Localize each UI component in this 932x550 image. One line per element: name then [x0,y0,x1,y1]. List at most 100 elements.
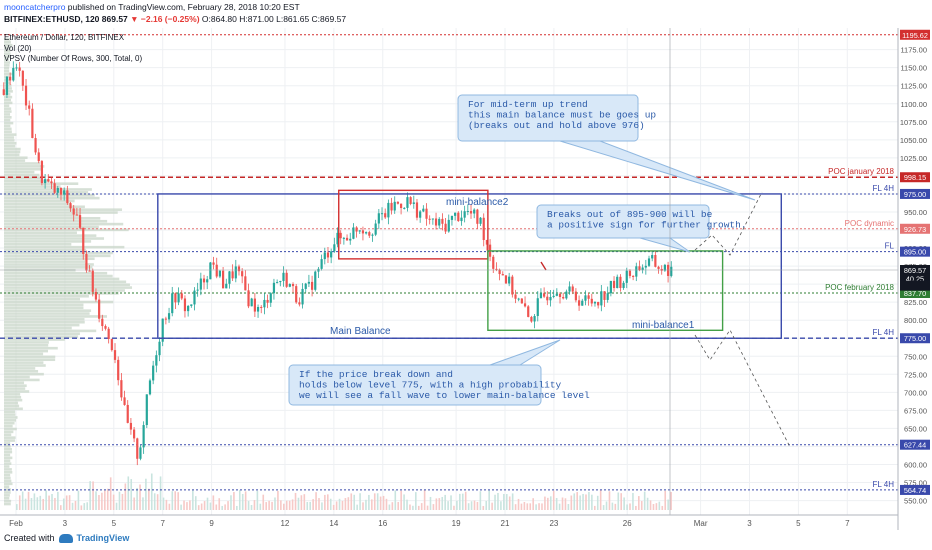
volume-bar [321,502,323,510]
author-link[interactable]: mooncatcherpro [4,2,66,12]
volume-profile-bar [4,335,79,338]
candle-body [498,269,501,275]
volume-profile-bar [4,66,10,70]
candle-body [577,300,581,306]
volume-bar [629,503,631,510]
candle-body [253,298,256,312]
volume-bar [60,505,62,510]
volume-profile-bar [4,450,13,454]
volume-bar [461,493,464,510]
price-chart[interactable]: POC january 2018 FL 4H POC dynamic FL POC fe… [0,0,932,532]
volume-profile-bar [4,393,21,396]
candle-body [638,266,641,271]
volume-bar [371,499,373,510]
volume-bar [347,497,350,510]
candle-body [549,296,552,301]
volume-profile-bar [4,214,81,217]
volume-bar [473,500,476,510]
volume-bar [86,502,89,510]
volume-bar [112,494,115,510]
candle-body [511,276,514,295]
y-tick-label: 800.00 [904,316,927,325]
candle-body [527,306,530,317]
candle-body [174,293,177,303]
volume-profile-bar [4,303,84,307]
candle-body [256,306,260,312]
candle-body [158,341,161,356]
volume-bar [209,502,212,510]
volume-profile-bar [4,445,11,448]
candle-body [625,270,628,283]
volume-profile-bar [4,315,107,318]
volume-bar [567,504,570,510]
candle-body [476,209,479,224]
volume-profile-bar [4,113,11,116]
candle-body [21,70,24,86]
plot-area [0,28,898,515]
candle-body [28,105,31,109]
volume-bar [115,502,118,510]
candle-body [269,293,272,303]
volume-bar [21,491,24,510]
volume-bar [51,493,53,510]
volume-bar [655,503,658,510]
candle-body [565,291,568,299]
candle-body [533,316,536,322]
candle-body [651,255,654,259]
volume-bar [98,495,100,510]
projection-arrow [694,191,763,256]
volume-profile-bar [4,369,39,373]
level-text: FL 4H [873,184,895,193]
volume-bar [605,501,608,510]
candle-body [75,214,78,216]
candle-body [177,293,180,303]
volume-bar [224,504,226,510]
volume-profile-bar [4,219,108,223]
volume-profile-bar [4,133,17,136]
volume-profile-bar [4,485,10,489]
candle-body [581,300,584,306]
level-text: FL 4H [873,480,895,489]
candle-body [492,256,495,269]
balance-box [338,189,489,260]
candle-body [616,276,619,288]
volume-bar [591,494,593,510]
volume-profile-bar [4,55,12,59]
volume-profile-bar [4,499,12,503]
volume-bar [640,501,643,510]
volume-bar [450,495,452,510]
x-tick-label: 5 [796,519,801,528]
y-tick-label: 950.00 [904,208,927,217]
candle-body [339,232,342,239]
candle-body [584,295,587,301]
y-tick-label: 675.00 [904,406,927,415]
candle-body [361,230,365,234]
volume-profile-bar [4,286,133,289]
tradingview-logo-icon [58,533,73,543]
tradingview-brand[interactable]: TradingView [76,533,130,543]
volume-bar [397,502,400,510]
candle-body [380,213,384,215]
candle-body [603,291,606,300]
volume-bar [453,505,455,510]
candle-body [183,298,187,312]
candle-body [304,283,307,289]
candle-body [419,211,422,218]
volume-bar [327,494,329,510]
volume-profile-bar [4,144,16,148]
candle-body [412,202,415,204]
candle-body [473,209,476,214]
candle-body [587,295,590,299]
callout-text: Breaks out of 895-900 will be [547,209,713,220]
candle-body [590,298,593,304]
candle-body [142,425,145,448]
volume-profile-bar [4,118,11,122]
volume-bar [136,487,138,510]
volume-bar [265,502,267,510]
price-badge [900,223,930,234]
y-tick-label: 550.00 [904,497,927,506]
volume-profile-bar [4,208,123,211]
volume-bar [177,492,179,510]
candle-body [314,271,317,290]
volume-bar [139,484,141,510]
